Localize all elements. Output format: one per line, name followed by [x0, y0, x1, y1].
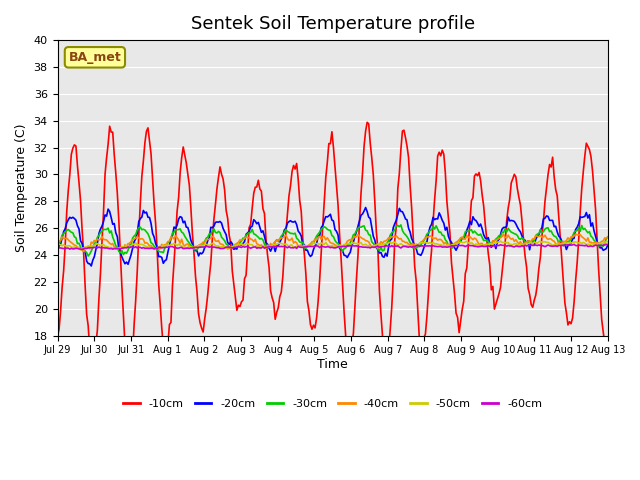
-20cm	[577, 214, 584, 220]
-50cm	[77, 247, 84, 253]
-30cm	[604, 234, 612, 240]
-30cm	[123, 251, 131, 256]
Line: -60cm: -60cm	[58, 244, 608, 250]
-20cm	[604, 242, 612, 248]
-10cm	[577, 208, 584, 214]
-50cm	[497, 238, 504, 244]
-50cm	[604, 239, 612, 245]
-20cm	[88, 263, 95, 269]
-60cm	[575, 242, 582, 248]
-10cm	[247, 221, 255, 227]
-20cm	[296, 230, 303, 236]
-10cm	[220, 176, 227, 182]
Legend: -10cm, -20cm, -30cm, -40cm, -50cm, -60cm: -10cm, -20cm, -30cm, -40cm, -50cm, -60cm	[118, 395, 547, 413]
-50cm	[247, 242, 255, 248]
-40cm	[220, 242, 227, 248]
-60cm	[604, 241, 612, 247]
-60cm	[602, 241, 610, 247]
-40cm	[80, 249, 88, 254]
X-axis label: Time: Time	[317, 358, 348, 371]
-50cm	[123, 242, 131, 248]
-40cm	[604, 234, 612, 240]
-60cm	[296, 244, 303, 250]
-50cm	[237, 241, 245, 247]
-60cm	[123, 245, 131, 251]
-10cm	[604, 342, 612, 348]
-30cm	[577, 228, 584, 234]
Line: -10cm: -10cm	[58, 122, 608, 368]
-60cm	[78, 247, 86, 252]
-20cm	[362, 204, 369, 210]
-30cm	[247, 229, 255, 235]
-50cm	[220, 244, 227, 250]
-30cm	[84, 253, 92, 259]
-40cm	[123, 244, 131, 250]
-40cm	[296, 243, 303, 249]
-40cm	[237, 237, 245, 243]
Line: -20cm: -20cm	[58, 207, 608, 266]
Line: -30cm: -30cm	[58, 225, 608, 256]
-40cm	[572, 231, 579, 237]
-40cm	[54, 240, 61, 245]
-60cm	[247, 245, 255, 251]
-10cm	[296, 198, 303, 204]
-10cm	[237, 299, 245, 305]
-20cm	[54, 249, 61, 255]
-50cm	[54, 242, 61, 248]
Title: Sentek Soil Temperature profile: Sentek Soil Temperature profile	[191, 15, 475, 33]
-20cm	[237, 242, 245, 248]
-40cm	[247, 236, 255, 242]
-20cm	[220, 226, 227, 231]
-60cm	[237, 245, 245, 251]
-30cm	[220, 236, 227, 242]
-30cm	[397, 222, 404, 228]
-40cm	[577, 232, 584, 238]
-20cm	[123, 259, 131, 265]
-30cm	[296, 239, 303, 245]
-10cm	[54, 333, 61, 339]
-10cm	[89, 365, 97, 371]
-10cm	[123, 356, 131, 361]
-60cm	[220, 246, 227, 252]
-20cm	[247, 224, 255, 230]
-50cm	[296, 244, 303, 250]
Text: BA_met: BA_met	[68, 51, 122, 64]
-50cm	[577, 240, 584, 245]
-30cm	[54, 241, 61, 247]
-30cm	[237, 238, 245, 244]
-10cm	[364, 120, 371, 125]
Y-axis label: Soil Temperature (C): Soil Temperature (C)	[15, 124, 28, 252]
-60cm	[54, 244, 61, 250]
Line: -40cm: -40cm	[58, 234, 608, 252]
Line: -50cm: -50cm	[58, 241, 608, 250]
